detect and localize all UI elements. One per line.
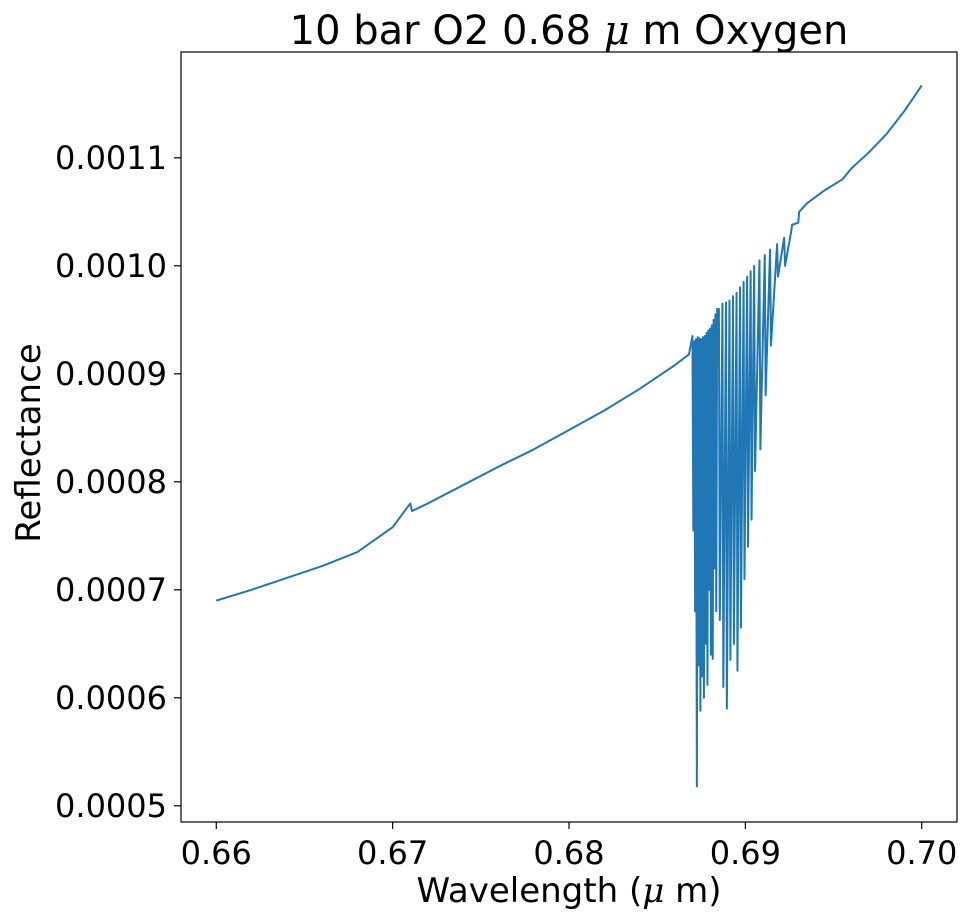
x-tick-label: 0.70	[886, 834, 957, 872]
series-line-0	[215, 84, 923, 788]
x-tick-label: 0.68	[533, 834, 604, 872]
y-tick-label: 0.0008	[55, 463, 167, 501]
y-tick-label: 0.0009	[55, 355, 167, 393]
y-axis-label: Reflectance	[9, 343, 49, 542]
x-tick-label: 0.66	[181, 834, 252, 872]
y-tick-label: 0.0006	[55, 679, 167, 717]
x-tick-label: 0.69	[710, 834, 781, 872]
x-tick-label: 0.67	[357, 834, 428, 872]
y-tick-label: 0.0005	[55, 787, 167, 825]
series-layer	[215, 84, 923, 788]
y-tick-label: 0.0007	[55, 571, 167, 609]
y-axis: 0.0005 0.0006 0.0007 0.0008 0.0009 0.0010 0.00…	[55, 139, 181, 825]
x-axis: 0.66 0.67 0.68 0.69 0.70	[181, 822, 957, 872]
y-tick-label: 0.0010	[55, 247, 167, 285]
y-tick-label: 0.0011	[55, 139, 167, 177]
x-axis-label: Wavelength (μ m)	[416, 871, 721, 911]
chart-title: 10 bar O2 0.68 μ m Oxygen	[290, 8, 849, 54]
